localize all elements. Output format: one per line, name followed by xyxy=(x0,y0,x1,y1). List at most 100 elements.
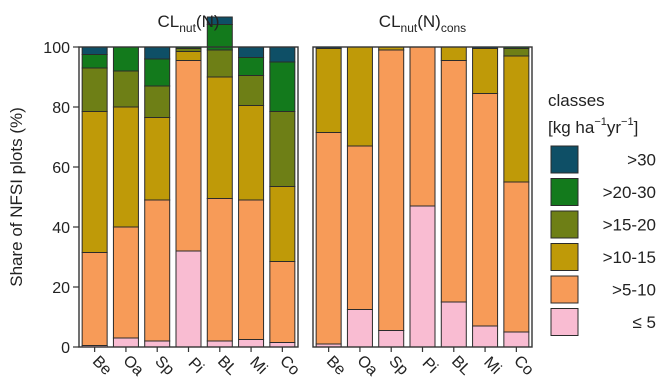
x-tick-label: Be xyxy=(323,353,349,379)
bar-segment xyxy=(144,199,171,342)
bar-segment xyxy=(81,252,108,346)
bar-Sp xyxy=(144,46,171,348)
legend-title-superscript: −1 xyxy=(594,116,607,128)
y-tick-label: 0 xyxy=(61,340,70,357)
legend-swatch xyxy=(550,308,579,336)
bar-segment xyxy=(238,46,265,58)
bar-segment xyxy=(144,340,171,348)
bar-BL xyxy=(206,16,233,348)
bar-segment xyxy=(472,93,499,327)
bar-segment xyxy=(238,199,265,340)
bar-segment xyxy=(346,46,373,147)
y-tick-label: 100 xyxy=(43,40,70,57)
x-tick-label: Be xyxy=(89,353,115,379)
bar-Oa xyxy=(112,46,139,348)
legend: classes[kg ha−1yr−1]>30>20-30>15-20>10-1… xyxy=(548,91,656,336)
legend-title: classes xyxy=(548,91,605,110)
panel-title-main: CL xyxy=(157,12,179,31)
legend-swatch xyxy=(550,275,579,304)
axes-layer: 0 20 40 60 80 100 Share of NFSI plots (%) xyxy=(7,40,79,357)
bar-segment xyxy=(81,67,108,112)
bar-segment xyxy=(472,48,499,94)
bar-segment xyxy=(503,181,530,333)
bar-Mi xyxy=(472,46,499,348)
bar-segment xyxy=(81,46,108,55)
bar-Oa xyxy=(346,46,373,348)
legend-entry: >15-20 xyxy=(550,210,656,239)
legend-label: >30 xyxy=(627,151,656,170)
panel-title-subscript: cons xyxy=(441,21,466,35)
legend-label: >5-10 xyxy=(612,281,656,300)
x-tick-label: Sp xyxy=(151,353,177,379)
legend-title-part: yr xyxy=(607,118,622,137)
bar-Pi xyxy=(175,46,202,348)
legend-entry: ≤ 5 xyxy=(550,308,656,336)
x-tick-label: Oa xyxy=(120,352,147,379)
bar-segment xyxy=(503,55,530,183)
bar-segment xyxy=(175,60,202,252)
x-tick-label: BL xyxy=(448,353,474,379)
bar-segment xyxy=(238,75,265,106)
bar-segment xyxy=(144,85,171,118)
bar-Mi xyxy=(238,46,265,348)
bar-segment xyxy=(269,111,296,187)
bar-segment xyxy=(112,226,139,339)
bar-segment xyxy=(269,61,296,112)
bar-segment xyxy=(238,57,265,76)
legend-entry: >10-15 xyxy=(550,243,656,271)
panel-frame xyxy=(78,46,299,348)
y-tick-label: 80 xyxy=(52,100,70,117)
legend-title-superscript: −1 xyxy=(621,116,634,128)
bar-segment xyxy=(144,46,171,60)
legend-label: >15-20 xyxy=(603,216,656,235)
x-tick-label: BL xyxy=(214,353,240,379)
bar-segment xyxy=(378,330,405,348)
bar-segment xyxy=(112,70,139,108)
legend-entry: >5-10 xyxy=(550,275,656,304)
bar-segment xyxy=(175,51,202,61)
x-tick-label: Pi xyxy=(185,355,207,377)
bar-segment xyxy=(269,261,296,343)
bar-segment xyxy=(238,339,265,348)
bar-segment xyxy=(440,60,467,303)
bar-segment xyxy=(81,111,108,253)
y-axis-label: Share of NFSI plots (%) xyxy=(7,107,26,287)
legend-swatch xyxy=(550,243,579,271)
bar-segment xyxy=(269,46,296,63)
bar-Pi xyxy=(409,46,436,348)
y-tick-label: 40 xyxy=(52,220,70,237)
legend-swatch xyxy=(550,210,579,239)
x-tick-label: Sp xyxy=(385,353,411,379)
bar-segment xyxy=(503,331,530,348)
panel-1: Be Oa Sp Pi BL Mi Co CLnut(N) xyxy=(78,12,303,379)
bar-segment xyxy=(440,301,467,348)
panel-title-main: (N) xyxy=(196,12,220,31)
legend-title-part: ] xyxy=(634,118,639,137)
bar-segment xyxy=(409,205,436,348)
bar-segment xyxy=(472,325,499,348)
bar-Be xyxy=(81,46,108,348)
bar-segment xyxy=(346,145,373,310)
legend-entry: >30 xyxy=(550,145,656,174)
bar-BL xyxy=(440,46,467,348)
bar-Be xyxy=(315,46,342,348)
legend-layer: classes[kg ha−1yr−1]>30>20-30>15-20>10-1… xyxy=(548,91,656,336)
bar-segment xyxy=(206,16,233,25)
panel-title-subscript: nut xyxy=(401,21,418,35)
bar-segment xyxy=(269,186,296,262)
bar-Sp xyxy=(378,46,405,348)
y-axis: 0 20 40 60 80 100 Share of NFSI plots (%) xyxy=(7,40,79,357)
legend-swatch xyxy=(550,178,579,206)
bar-segment xyxy=(503,48,530,57)
bar-segment xyxy=(346,309,373,348)
bar-segment xyxy=(315,132,342,345)
bar-segment xyxy=(378,49,405,331)
bar-segment xyxy=(206,24,233,51)
bar-segment xyxy=(144,58,171,87)
bar-segment xyxy=(81,54,108,69)
x-tick-label: Mi xyxy=(246,354,270,378)
bar-Co xyxy=(503,46,530,348)
